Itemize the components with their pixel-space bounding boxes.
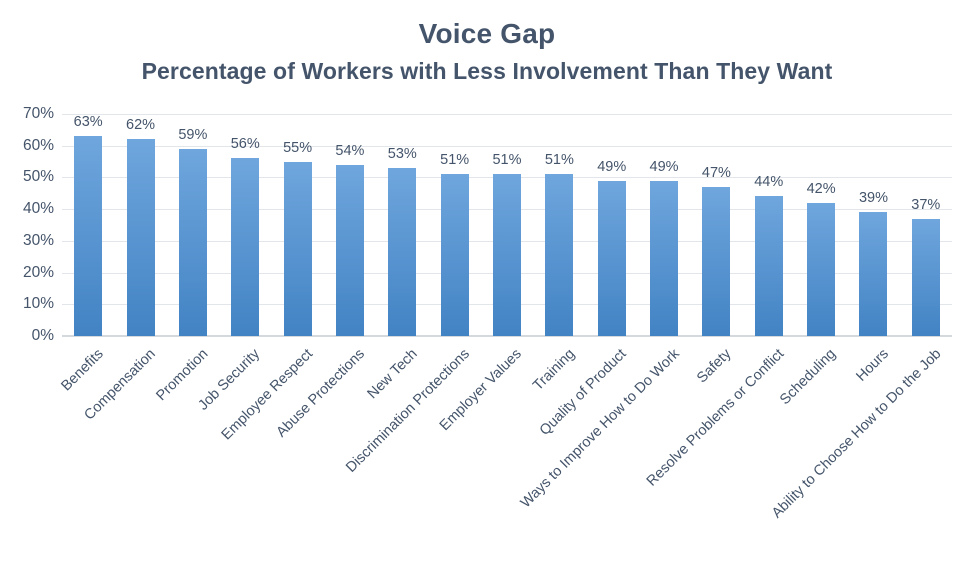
bar-value-label: 47% [701, 164, 731, 181]
bar-value-label: 42% [806, 180, 836, 197]
bar [859, 212, 888, 336]
bar [597, 180, 626, 336]
bar-value-label: 51% [492, 152, 522, 169]
y-axis-tick-label: 30% [22, 231, 54, 249]
y-axis-tick-label: 60% [22, 136, 54, 154]
bar [493, 174, 521, 336]
bar-value-label: 51% [440, 152, 470, 169]
y-axis-tick-label: 70% [22, 105, 54, 122]
bar-value-label: 56% [230, 136, 260, 153]
x-axis-category-label: Training [529, 346, 578, 394]
x-axis-category-label: Benefits [58, 346, 107, 395]
bar [388, 167, 417, 336]
bar [440, 174, 469, 336]
bar-value-label: 39% [858, 190, 888, 207]
bar-value-label: 54% [335, 142, 365, 159]
bar [911, 218, 940, 336]
bar [545, 174, 574, 336]
bar-value-label: 62% [126, 117, 156, 134]
bar [231, 158, 260, 336]
gridline [62, 145, 952, 147]
bar [650, 180, 679, 336]
x-axis-category-label: Safety [694, 346, 735, 387]
bar [74, 136, 103, 336]
x-axis-line [62, 335, 952, 337]
bar [178, 148, 207, 336]
x-axis-category-label: Employee Respect [218, 346, 316, 444]
bar [335, 164, 364, 336]
chart-subtitle: Percentage of Workers with Less Involvem… [141, 58, 833, 84]
bar [702, 186, 731, 336]
y-axis-tick-label: 20% [22, 263, 54, 281]
bar-value-label: 37% [911, 196, 941, 213]
x-axis-category-label: Abuse Protections [273, 346, 369, 441]
bar-value-label: 49% [649, 158, 679, 175]
bar-value-label: 53% [387, 145, 417, 162]
bar-value-label: 55% [283, 139, 313, 156]
gridline [62, 114, 952, 115]
y-axis-tick-label: 50% [22, 168, 54, 186]
bar-value-label: 59% [178, 126, 208, 143]
bar-value-label: 44% [754, 174, 784, 191]
bar [283, 161, 312, 336]
bar [754, 196, 783, 336]
bar [807, 202, 836, 336]
bar [126, 139, 155, 336]
y-axis-tick-label: 40% [22, 200, 54, 218]
y-axis-tick-label: 10% [22, 295, 54, 313]
x-axis-category-label: Hours [853, 346, 892, 385]
x-axis-category-label: Scheduling [777, 346, 840, 409]
bar-value-label: 51% [544, 152, 574, 169]
chart-title: Voice Gap [418, 18, 556, 49]
y-axis-tick-label: 0% [31, 327, 54, 344]
bar-value-label: 63% [73, 114, 103, 131]
bar-value-label: 49% [597, 158, 627, 175]
